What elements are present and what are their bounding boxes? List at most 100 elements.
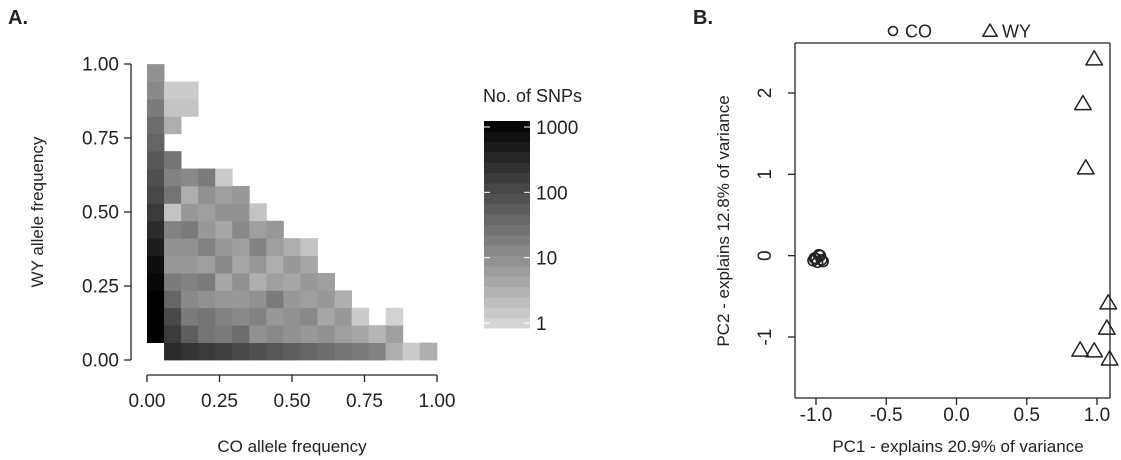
heatmap-cell: [232, 203, 250, 222]
colorbar-step: [484, 234, 530, 246]
heatmap-y-tick-label: 0.00: [82, 351, 119, 372]
heatmap-cell: [147, 64, 165, 82]
heatmap-cell: [215, 325, 233, 343]
heatmap-cell: [198, 290, 216, 309]
heatmap-cell: [181, 98, 199, 117]
heatmap-cell: [283, 255, 301, 274]
heatmap-y-tick-label: 0.50: [82, 203, 119, 224]
heatmap-cell: [232, 220, 250, 239]
scatter-point-wy: [1100, 350, 1119, 366]
colorbar-step: [484, 203, 530, 215]
heatmap-x-tick-label: 0.50: [274, 391, 311, 412]
colorbar-step: [484, 276, 530, 287]
heatmap-cells: [147, 64, 438, 361]
heatmap-x-tick-label: 1.00: [419, 391, 456, 412]
heatmap-cell: [317, 307, 335, 326]
colorbar-step: [484, 193, 530, 205]
heatmap-cell: [249, 290, 267, 309]
heatmap-y-axis-title: WY allele frequency: [28, 136, 47, 287]
heatmap-cell: [266, 325, 284, 343]
heatmap-cell: [181, 238, 199, 256]
heatmap-cell: [232, 272, 250, 291]
heatmap-cell: [266, 272, 284, 291]
scatter-x-axis-title: PC1 - explains 20.9% of variance: [832, 437, 1083, 456]
heatmap-cell: [147, 272, 165, 291]
scatter-x-tick-label: 1.0: [1084, 405, 1110, 426]
panel-b-scatter: B. CO WY -1.0 -0.5 0.0 0.5 1.0 -1 0 1 2 PC1 - ex…: [693, 7, 1119, 456]
heatmap-cell: [283, 342, 301, 361]
heatmap-cell: [266, 238, 284, 256]
heatmap-cell: [147, 116, 165, 135]
scatter-x-tick-label: 0.5: [1014, 405, 1040, 426]
heatmap-cell: [249, 220, 267, 239]
heatmap-cell: [215, 185, 233, 204]
heatmap-cell: [181, 255, 199, 274]
heatmap-cell: [198, 185, 216, 204]
heatmap-cell: [300, 272, 318, 291]
heatmap-cell: [300, 342, 318, 361]
heatmap-cell: [147, 203, 165, 222]
scatter-x-tick-label: -1.0: [800, 405, 833, 426]
heatmap-cell: [215, 272, 233, 291]
heatmap-cell: [215, 238, 233, 256]
scatter-point-co: [808, 252, 821, 265]
heatmap-cell: [232, 325, 250, 343]
heatmap-cell: [164, 255, 182, 274]
heatmap-cell: [198, 168, 216, 187]
colorbar-step: [484, 245, 530, 256]
scatter-y-tick-label: 0: [755, 250, 776, 261]
heatmap-cell: [198, 307, 216, 326]
scatter-point-wy: [1099, 293, 1118, 310]
colorbar-step: [484, 183, 530, 194]
heatmap-cell: [334, 325, 353, 343]
heatmap-cell: [181, 342, 199, 361]
heatmap-cell: [147, 238, 165, 256]
heatmap-x-axis-title: CO allele frequency: [217, 437, 367, 456]
colorbar-step: [484, 172, 530, 184]
colorbar-step: [484, 152, 530, 163]
heatmap-cell: [283, 290, 301, 309]
scatter-point-wy: [1071, 341, 1090, 357]
heatmap-cell: [164, 307, 182, 326]
panel-b-label: B.: [693, 7, 713, 29]
scatter-y-axis-title: PC2 - explains 12.8% of variance: [714, 95, 733, 346]
scatter-x-tick-label: -0.5: [870, 405, 903, 426]
heatmap-cell: [181, 307, 199, 326]
heatmap-cell: [300, 255, 318, 274]
heatmap-cell: [232, 307, 250, 326]
heatmap-cell: [147, 325, 165, 343]
heatmap-cell: [164, 272, 182, 291]
heatmap-cell: [215, 168, 233, 187]
heatmap-cell: [164, 168, 182, 187]
colorbar-step: [484, 141, 530, 153]
heatmap-cell: [181, 325, 199, 343]
heatmap-cell: [181, 203, 199, 222]
heatmap-x-tick-label: 0.00: [129, 391, 166, 412]
heatmap-cell: [334, 307, 353, 326]
heatmap-cell: [164, 116, 182, 135]
heatmap-x-ticks: 0.00 0.25 0.50 0.75 1.00: [129, 375, 456, 412]
colorbar-step: [484, 224, 530, 236]
scatter-point-wy: [1076, 158, 1095, 175]
heatmap-cell: [266, 255, 284, 274]
scatter-point-wy: [1073, 94, 1092, 111]
panel-a-label: A.: [8, 7, 28, 29]
heatmap-cell: [181, 81, 199, 100]
heatmap-x-tick-label: 0.75: [346, 391, 383, 412]
heatmap-cell: [249, 342, 267, 361]
colorbar: No. of SNPs 1 10 100 1000: [483, 86, 582, 335]
heatmap-cell: [385, 325, 404, 343]
heatmap-cell: [317, 325, 335, 343]
scatter-y-tick-label: 1: [755, 169, 776, 180]
colorbar-step: [484, 286, 530, 298]
heatmap-cell: [300, 325, 318, 343]
heatmap-cell: [198, 325, 216, 343]
heatmap-cell: [215, 342, 233, 361]
scatter-point-co: [814, 249, 827, 262]
heatmap-cell: [164, 98, 182, 117]
heatmap-cell: [164, 81, 182, 100]
heatmap-cell: [164, 185, 182, 204]
heatmap-cell: [385, 307, 404, 326]
heatmap-cell: [164, 342, 182, 361]
scatter-y-ticks: -1 0 1 2: [755, 88, 795, 345]
